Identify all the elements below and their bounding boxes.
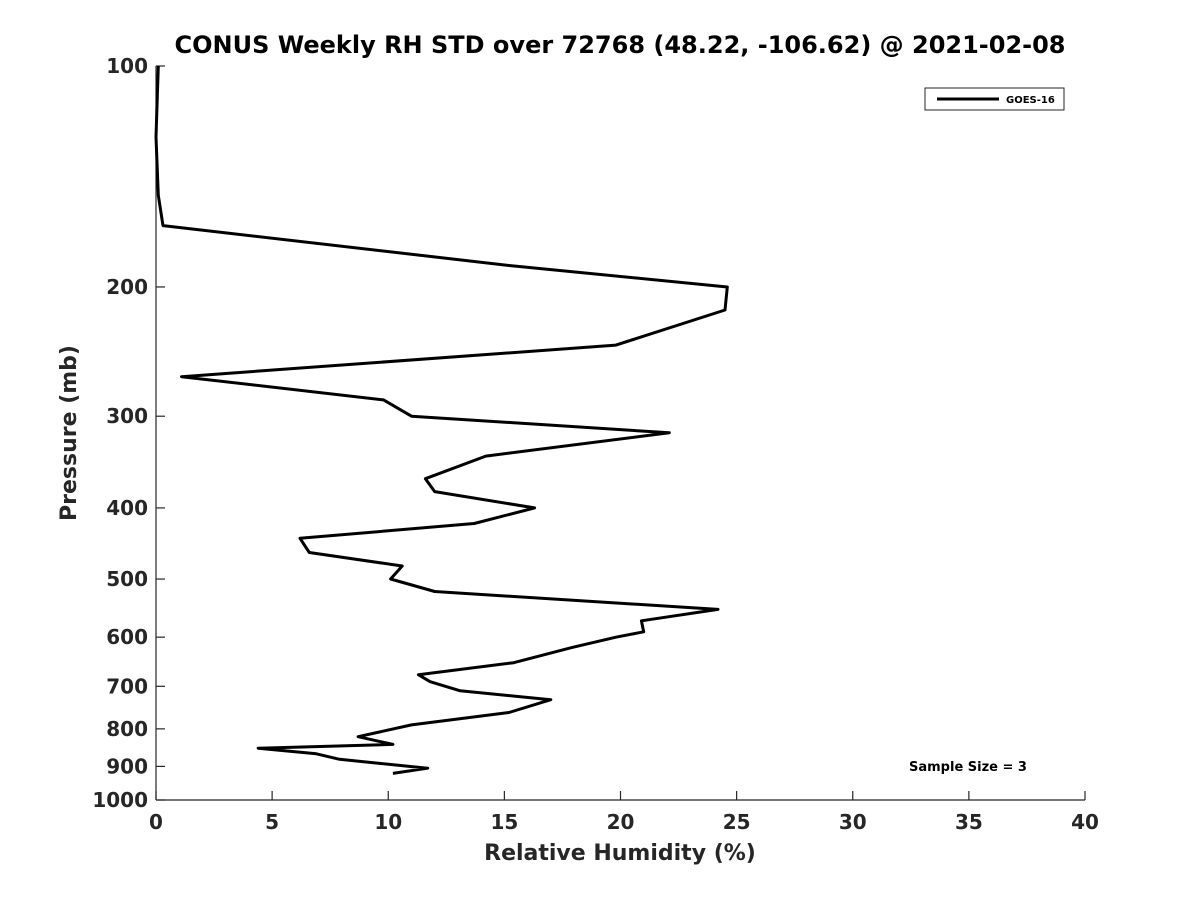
y-tick-label: 1000 bbox=[92, 788, 148, 812]
series-group bbox=[154, 65, 729, 775]
y-tick-label: 500 bbox=[106, 567, 148, 591]
x-tick-label: 0 bbox=[149, 810, 163, 834]
x-axis-label: Relative Humidity (%) bbox=[484, 841, 756, 866]
y-tick-label: 400 bbox=[106, 496, 148, 520]
y-tick-label: 300 bbox=[106, 404, 148, 428]
x-tick-label: 40 bbox=[1071, 810, 1099, 834]
x-tick-label: 20 bbox=[607, 810, 635, 834]
y-tick-label: 200 bbox=[106, 275, 148, 299]
sample-size-annotation: Sample Size = 3 bbox=[909, 760, 1027, 775]
x-tick-label: 35 bbox=[955, 810, 983, 834]
y-tick-label: 700 bbox=[106, 674, 148, 698]
x-tick-label: 10 bbox=[374, 810, 402, 834]
y-tick-label: 600 bbox=[106, 625, 148, 649]
y-axis-label: Pressure (mb) bbox=[57, 345, 82, 521]
y-tick-label: 800 bbox=[106, 717, 148, 741]
y-tick-label: 100 bbox=[106, 54, 148, 78]
y-ticks: 100 200 300 400 500 600 700 800 900 1000 bbox=[92, 54, 165, 812]
x-ticks: 0 5 10 15 20 25 30 35 40 bbox=[149, 791, 1099, 834]
x-tick-label: 25 bbox=[723, 810, 751, 834]
legend-label-goes-16: GOES-16 bbox=[1006, 95, 1055, 106]
series-line-goes-16 bbox=[154, 65, 729, 775]
chart-title: CONUS Weekly RH STD over 72768 (48.22, -… bbox=[174, 31, 1065, 59]
x-tick-label: 15 bbox=[490, 810, 518, 834]
axes bbox=[155, 66, 1085, 801]
x-tick-label: 5 bbox=[265, 810, 279, 834]
x-tick-label: 30 bbox=[839, 810, 867, 834]
legend: GOES-16 bbox=[924, 87, 1065, 111]
y-tick-label: 900 bbox=[106, 754, 148, 778]
